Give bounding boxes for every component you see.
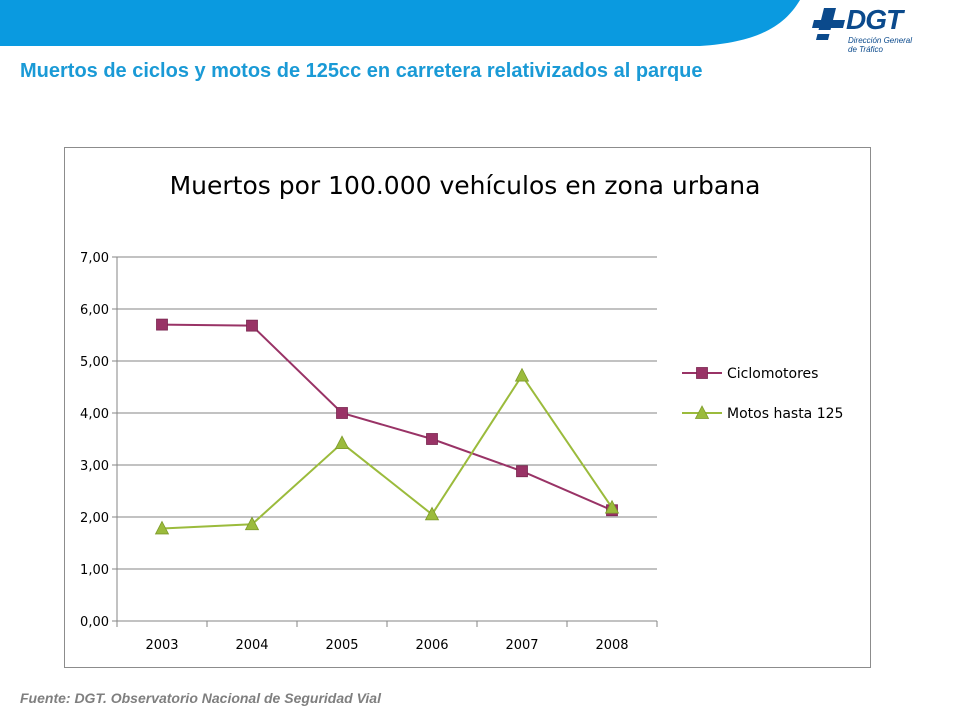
y-tick-label: 4,00 [80, 407, 109, 422]
legend-marker [694, 405, 710, 419]
x-tick-label: 2007 [505, 638, 538, 653]
legend-marker [696, 367, 708, 379]
logo-wordmark: DGT [846, 4, 903, 35]
data-point [516, 465, 528, 478]
y-tick-label: 7,00 [80, 251, 109, 266]
axes: 0,00 1,00 2,00 3,00 4,00 5,00 6,00 7,00 2003 2004… [80, 251, 658, 653]
legend-label: Motos hasta 125 [727, 406, 843, 422]
y-tick-label: 3,00 [80, 459, 109, 474]
data-point [604, 499, 620, 514]
data-point [156, 318, 168, 331]
chart-frame: Muertos por 100.000 vehículos en zona ur… [64, 147, 871, 668]
header-banner [0, 0, 800, 46]
data-point [514, 367, 530, 382]
data-point [426, 433, 438, 445]
data-point [424, 506, 440, 521]
dgt-cross-logo-icon [812, 8, 845, 40]
x-tick-label: 2004 [235, 638, 268, 653]
data-point [334, 435, 350, 450]
y-tick-label: 6,00 [80, 303, 109, 318]
chart-title: Muertos por 100.000 vehículos en zona ur… [170, 171, 761, 200]
x-tick-label: 2008 [595, 638, 628, 653]
legend-label: Ciclomotores [727, 366, 818, 382]
grid-lines [117, 256, 657, 570]
x-tick-label: 2005 [325, 638, 358, 653]
x-tick-label: 2006 [415, 638, 448, 653]
data-point [246, 319, 258, 332]
logo-subtitle-line-1: Dirección General [848, 36, 913, 45]
series [154, 318, 620, 535]
series-line [161, 373, 613, 530]
data-point [244, 516, 260, 531]
x-tick-label: 2003 [145, 638, 178, 653]
slide-title: Muertos de ciclos y motos de 125cc en ca… [20, 60, 703, 82]
y-tick-label: 5,00 [80, 355, 109, 370]
logo-subtitle-line-2: de Tráfico [848, 45, 883, 54]
data-point [336, 407, 348, 419]
source-note: Fuente: DGT. Observatorio Nacional de Se… [20, 690, 381, 706]
y-tick-label: 2,00 [80, 511, 109, 526]
data-point [154, 520, 170, 535]
line-chart: Muertos por 100.000 vehículos en zona ur… [80, 171, 843, 653]
y-tick-label: 1,00 [80, 563, 109, 578]
dgt-logo: DGT Dirección General de Tráfico [812, 4, 932, 60]
legend: Ciclomotores Motos hasta 125 [682, 366, 843, 422]
series-line [161, 323, 613, 512]
y-tick-label: 0,00 [80, 615, 109, 630]
